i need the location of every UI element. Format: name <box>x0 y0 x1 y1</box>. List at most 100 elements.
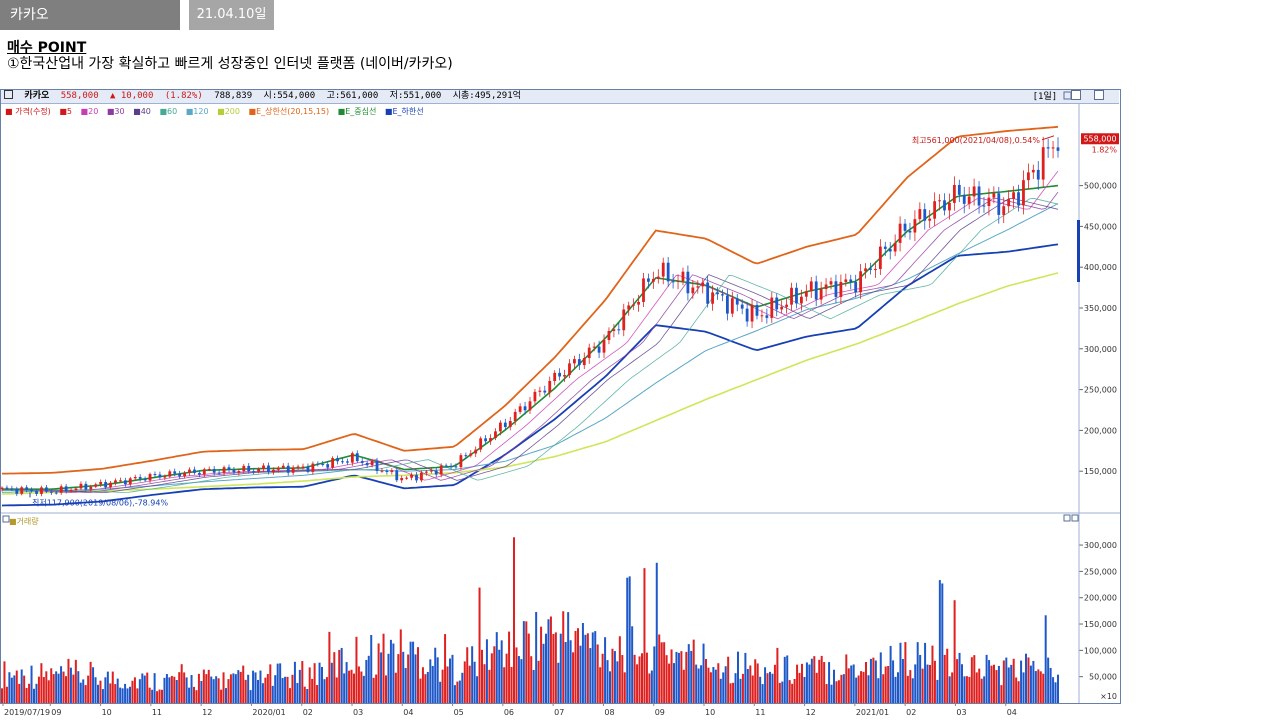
volume-bar <box>525 621 528 703</box>
volume-bar <box>180 664 183 703</box>
volume-bar <box>542 643 545 703</box>
volume-bar <box>200 680 203 703</box>
volume-bar <box>133 677 136 703</box>
legend-ma120[interactable]: ■120 <box>185 107 209 116</box>
candle-body <box>0 487 4 490</box>
volume-bar <box>185 677 188 703</box>
close-button[interactable] <box>1094 90 1104 100</box>
volume-panel-button-b[interactable] <box>1071 514 1079 522</box>
legend-ma60[interactable]: ■60 <box>159 107 178 116</box>
volume-bar <box>776 647 779 703</box>
volume-bar <box>788 680 791 703</box>
volume-bar <box>613 651 616 703</box>
volume-bar <box>69 667 72 703</box>
volume-bar <box>370 634 373 703</box>
volume-bar <box>761 684 764 703</box>
legend-price[interactable]: ■ 가격(수정) <box>5 107 51 116</box>
legend-env-mid[interactable]: ■E_중심선 <box>337 107 377 116</box>
volume-bar <box>828 662 831 703</box>
volume-bar <box>495 632 498 703</box>
volume-bar <box>778 682 781 703</box>
chart-select-checkbox[interactable] <box>4 90 13 99</box>
x-tick-label: 12 <box>202 708 212 717</box>
candle-body <box>429 470 433 472</box>
volume-bar <box>301 661 304 703</box>
volume-bar <box>650 670 653 703</box>
ma-line-1 <box>2 191 1059 493</box>
volume-bar <box>1012 658 1015 703</box>
candle-body <box>232 469 236 473</box>
legend-ma40[interactable]: ■40 <box>133 107 151 116</box>
candle-body <box>617 329 621 331</box>
volume-bar <box>803 676 806 703</box>
candle-body <box>188 469 191 473</box>
legend-ma200[interactable]: ■200 <box>217 107 240 116</box>
volume-bar <box>451 654 454 703</box>
candle-body <box>281 465 285 468</box>
volume-bar <box>1000 685 1003 703</box>
candle-body <box>656 276 660 279</box>
volume-bar <box>289 688 291 703</box>
volume-bar <box>426 671 429 703</box>
volume-bar <box>510 666 513 703</box>
y-scrollbar-thumb[interactable] <box>1077 220 1080 282</box>
volume-bar <box>485 639 488 703</box>
volume-bar <box>931 645 934 703</box>
volume-bar <box>547 619 550 703</box>
legend-ma20[interactable]: ■20 <box>80 107 99 116</box>
legend-ma30[interactable]: ■30 <box>106 107 125 116</box>
volume-bar <box>609 671 611 703</box>
volume-bar <box>308 667 311 703</box>
volume-bar <box>653 646 656 703</box>
volume-bar <box>493 646 496 703</box>
volume-panel-button-a[interactable] <box>1063 514 1071 522</box>
volume-bar <box>734 673 737 703</box>
volume-bar <box>879 652 882 703</box>
candle-body <box>267 465 270 473</box>
volume-bar <box>421 667 424 703</box>
volume-bar <box>242 665 245 703</box>
volume-bar <box>101 689 104 703</box>
price-change-pct: (1.82%) <box>164 91 203 101</box>
candle-body <box>410 474 413 478</box>
ma-line-3 <box>2 197 1059 493</box>
volume-bar <box>877 678 880 703</box>
legend-env-lower[interactable]: ■E_하한선 <box>384 107 424 116</box>
candle-body <box>365 462 369 466</box>
volume-legend: ■거래량 <box>9 517 39 526</box>
panel-small-button[interactable] <box>1063 91 1072 100</box>
volume-tick-label: 100,000 <box>1084 646 1117 655</box>
volume-bar <box>722 672 725 703</box>
candle-body <box>178 473 182 477</box>
period-selector[interactable]: [1일] <box>1032 92 1058 102</box>
volume-panel <box>1 537 1059 703</box>
candle-body <box>864 268 867 272</box>
candle-body <box>721 294 724 296</box>
volume-bar <box>429 659 432 703</box>
volume-bar <box>963 676 966 703</box>
volume-bar <box>419 678 422 703</box>
candle-body <box>415 474 418 481</box>
volume-bar <box>914 664 917 703</box>
price-tick-label: 300,000 <box>1084 345 1117 354</box>
volume-bar <box>170 675 173 703</box>
volume-bar <box>15 670 18 703</box>
candle-body <box>375 460 379 471</box>
candle-body <box>114 480 117 483</box>
candle-body <box>701 282 705 287</box>
candle-body <box>276 467 280 470</box>
volume-bar <box>749 665 752 703</box>
volume-bar <box>471 646 474 703</box>
candle-body <box>498 422 502 432</box>
x-tick-label: 03 <box>353 708 363 717</box>
candle-body <box>262 465 265 470</box>
volume-bar <box>840 674 843 703</box>
volume-unit-label: ×10 <box>1100 692 1117 701</box>
legend-env-upper[interactable]: ■E_상한선(20,15,15) <box>248 107 330 116</box>
volume-bar <box>414 654 417 703</box>
candle-body <box>207 469 211 471</box>
volume-panel-checkbox[interactable] <box>2 515 10 523</box>
legend-ma5[interactable]: ■5 <box>59 107 72 116</box>
volume-bar <box>513 537 515 703</box>
x-tick-label: 07 <box>554 708 564 717</box>
